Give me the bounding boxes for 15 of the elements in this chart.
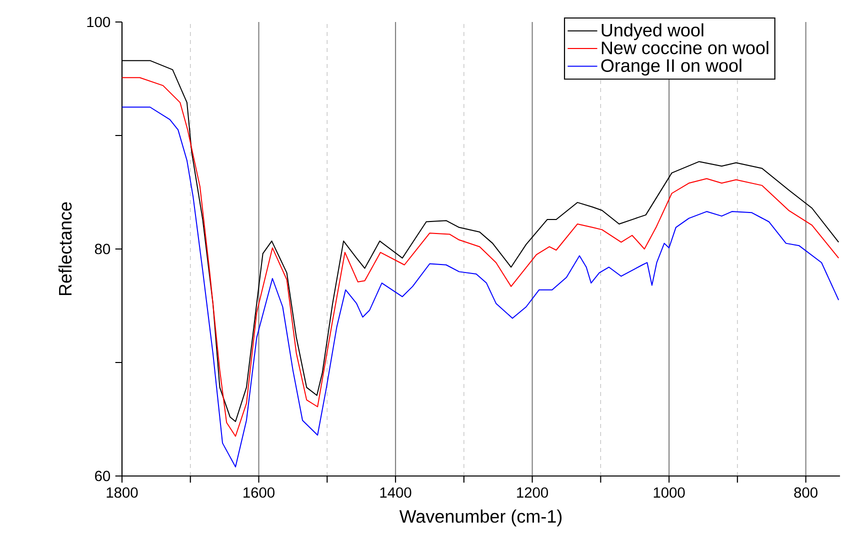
x-tick-label: 1600 bbox=[244, 487, 274, 498]
x-tick-label: 1000 bbox=[654, 487, 685, 498]
legend-label: New coccine on wool bbox=[602, 41, 768, 54]
y-axis-title: Reflectance bbox=[58, 202, 72, 296]
legend-label: Orange II on wool bbox=[601, 58, 742, 76]
x-tick-label: 1400 bbox=[380, 487, 412, 498]
y-tick-label: 60 bbox=[95, 470, 110, 482]
line-series bbox=[122, 106, 840, 468]
x-tick-label: 800 bbox=[794, 487, 818, 498]
y-tick-label: 100 bbox=[87, 16, 110, 28]
x-tick-label: 1200 bbox=[517, 487, 548, 498]
x-tick-label: 1800 bbox=[106, 487, 138, 498]
x-axis-title: Wavenumber (cm-1) bbox=[399, 510, 562, 526]
legend-label: Undyed wool bbox=[602, 23, 704, 40]
y-tick-label: 80 bbox=[94, 244, 110, 254]
